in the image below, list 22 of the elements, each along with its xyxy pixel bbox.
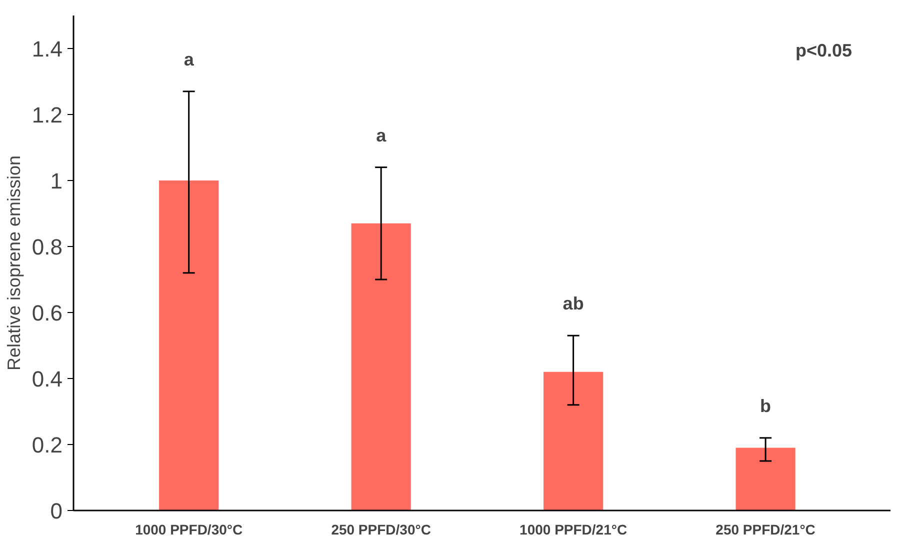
y-axis-title: Relative isoprene emission (4, 155, 24, 371)
y-tick-label: 1 (50, 168, 63, 194)
y-tick-label: 0 (50, 498, 63, 524)
bar (159, 180, 219, 510)
annotation: b (760, 396, 772, 416)
y-tick-label: 0.6 (32, 300, 63, 326)
x-tick-label: 1000 PPFD/21°C (520, 522, 628, 538)
y-tick-label: 0.8 (32, 234, 63, 260)
y-tick-label: 1.4 (32, 36, 63, 62)
annotation: ab (562, 294, 584, 314)
annotation: a (376, 125, 388, 146)
y-tick-label: 0.4 (32, 366, 63, 392)
y-tick-label: 1.2 (32, 102, 63, 128)
x-tick-label: 250 PPFD/21°C (716, 522, 816, 538)
y-tick-label: 0.2 (32, 432, 63, 458)
annotation: a (184, 49, 195, 70)
bar (736, 448, 796, 510)
bar (351, 223, 411, 510)
x-tick-label: 250 PPFD/30°C (331, 522, 431, 538)
bar (544, 372, 604, 510)
x-tick-label: 1000 PPFD/30°C (135, 522, 243, 538)
annotation: p<0.05 (796, 40, 852, 60)
